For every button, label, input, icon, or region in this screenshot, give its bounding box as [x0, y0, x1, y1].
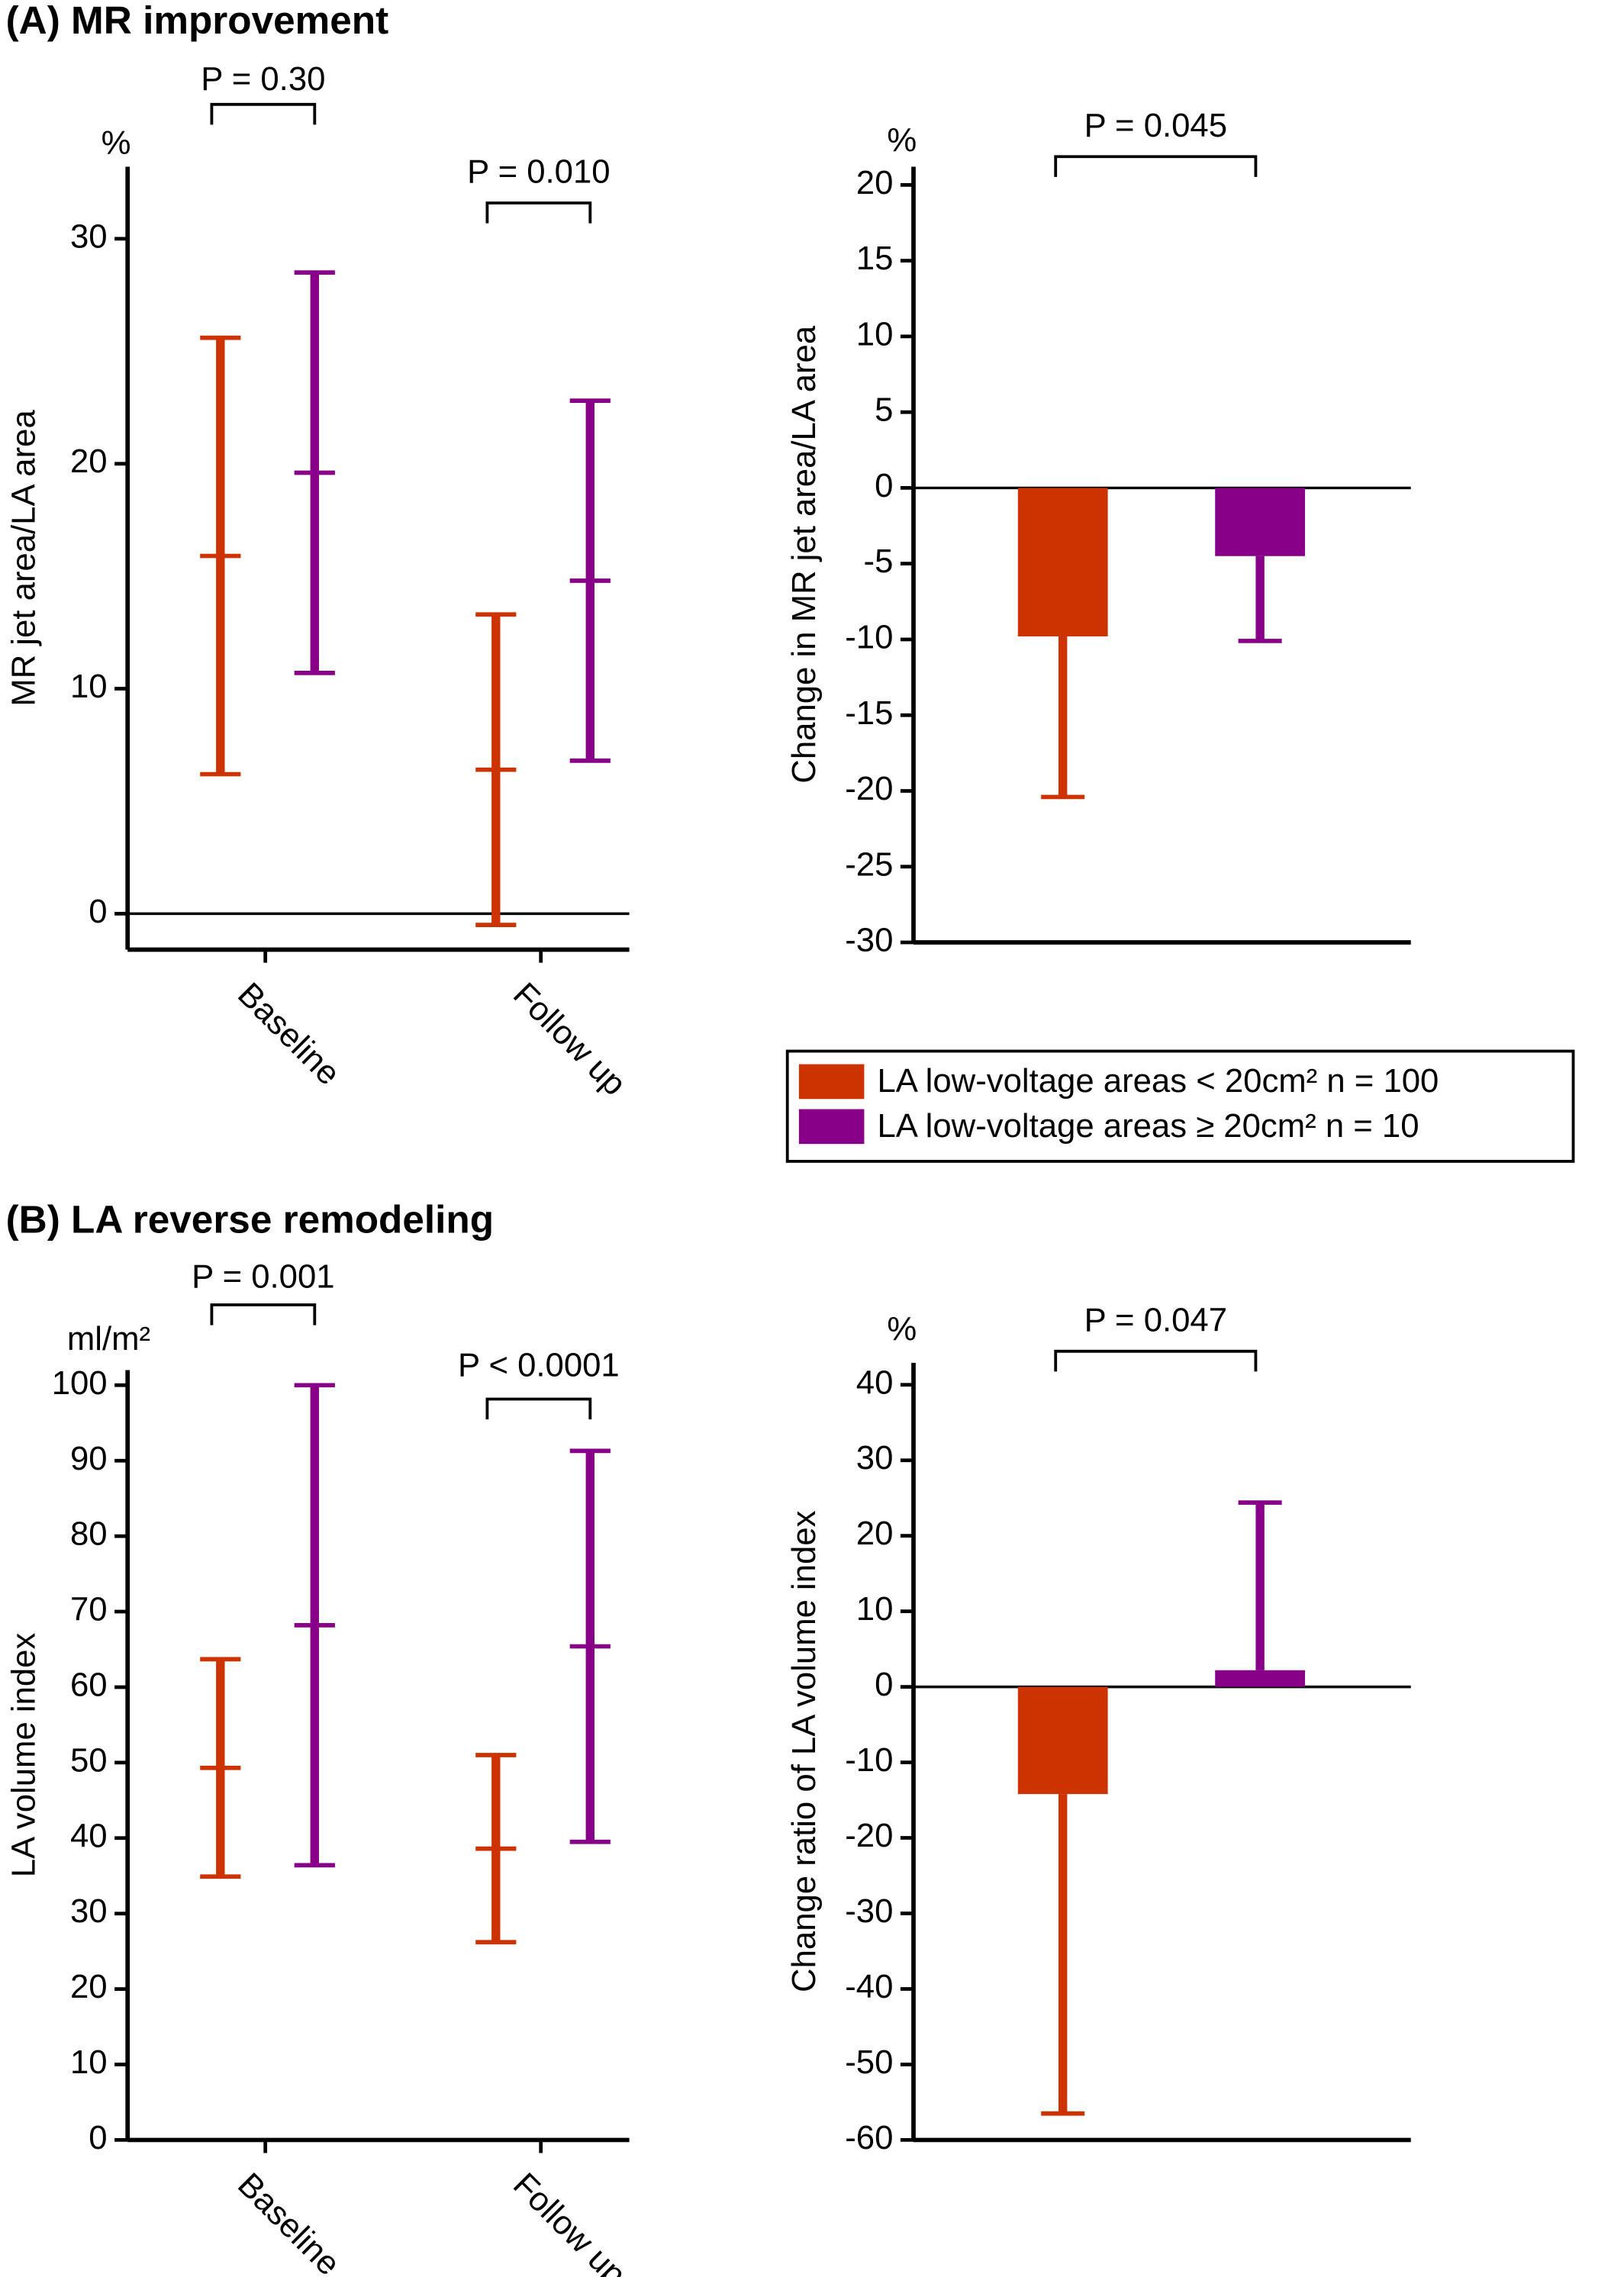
panel-title: (B) LA reverse remodeling — [6, 1197, 494, 1241]
y-tick-label: 30 — [70, 217, 108, 255]
x-tick-label: Baseline — [230, 2166, 347, 2277]
y-tick-label: -60 — [845, 2119, 893, 2156]
annotation: P < 0.0001 — [458, 1346, 620, 1383]
annotation: P = 0.047 — [1084, 1301, 1227, 1338]
panel-title: (A) MR improvement — [6, 0, 389, 42]
y-axis-label: LA volume index — [5, 1633, 43, 1878]
annotation: P = 0.045 — [1084, 107, 1227, 144]
legend-swatch — [798, 1064, 865, 1100]
y-axis-label: MR jet area/LA area — [5, 410, 43, 707]
y-unit: % — [887, 121, 917, 159]
y-tick-label: 40 — [70, 1817, 108, 1854]
y-tick-label: -50 — [845, 2044, 893, 2081]
y-tick-label: 90 — [70, 1440, 108, 1477]
y-tick-label: -20 — [845, 1817, 893, 1854]
y-tick-label: 5 — [875, 391, 893, 429]
x-tick-label: Follow up — [506, 2166, 633, 2277]
y-tick-label: -15 — [845, 694, 893, 732]
y-tick-label: -5 — [864, 543, 894, 580]
bar — [1215, 488, 1305, 556]
legend-label: LA low-voltage areas < 20cm² n = 100 — [878, 1062, 1439, 1100]
y-tick-label: 15 — [856, 240, 894, 277]
bar — [1017, 1686, 1108, 1795]
x-tick-label: Baseline — [230, 975, 347, 1092]
y-tick-label: 0 — [89, 2119, 107, 2156]
y-tick-label: -40 — [845, 1968, 893, 2005]
y-tick-label: -10 — [845, 1741, 893, 1779]
legend-label: LA low-voltage areas ≥ 20cm² n = 10 — [878, 1107, 1419, 1145]
y-axis-label: Change ratio of LA volume index — [785, 1510, 823, 1992]
y-tick-label: 0 — [875, 467, 893, 504]
y-tick-label: -20 — [845, 770, 893, 807]
y-tick-label: 60 — [70, 1667, 108, 1704]
bar — [1215, 1670, 1305, 1687]
annotation: P = 0.30 — [201, 60, 325, 98]
y-tick-label: -30 — [845, 922, 893, 959]
y-unit: % — [887, 1310, 917, 1348]
x-tick-label: Follow up — [506, 975, 633, 1103]
y-tick-label: 10 — [70, 2044, 108, 2081]
y-tick-label: 20 — [856, 1515, 894, 1552]
y-tick-label: 10 — [856, 315, 894, 353]
y-tick-label: 80 — [70, 1515, 108, 1553]
bracket — [1054, 155, 1258, 177]
annotation: P = 0.001 — [192, 1258, 334, 1295]
y-tick-label: -30 — [845, 1892, 893, 1930]
y-tick-label: 10 — [856, 1590, 894, 1628]
y-tick-label: 30 — [70, 1892, 108, 1930]
y-axis-label: Change in MR jet area/LA area — [785, 325, 823, 784]
y-tick-label: 20 — [70, 443, 108, 480]
y-tick-label: 20 — [70, 1968, 108, 2005]
y-unit: ml/m² — [67, 1320, 150, 1358]
y-tick-label: 10 — [70, 668, 108, 705]
bracket — [210, 102, 317, 125]
y-tick-label: -25 — [845, 845, 893, 883]
bracket — [485, 1397, 592, 1420]
y-tick-label: 0 — [875, 1666, 893, 1703]
y-tick-label: 30 — [856, 1439, 894, 1477]
bar — [1017, 488, 1108, 636]
y-tick-label: 20 — [856, 164, 894, 201]
bracket — [485, 201, 592, 224]
bracket — [1054, 1349, 1258, 1372]
annotation: P = 0.010 — [467, 153, 610, 191]
y-tick-label: 70 — [70, 1591, 108, 1628]
legend-box — [785, 1049, 1575, 1163]
y-tick-label: 50 — [70, 1741, 108, 1779]
y-tick-label: 40 — [856, 1364, 894, 1401]
y-tick-label: 100 — [52, 1364, 108, 1402]
y-tick-label: 0 — [89, 893, 107, 930]
bracket — [210, 1303, 317, 1325]
y-unit: % — [102, 124, 131, 162]
y-tick-label: -10 — [845, 619, 893, 656]
legend-swatch — [798, 1109, 865, 1145]
